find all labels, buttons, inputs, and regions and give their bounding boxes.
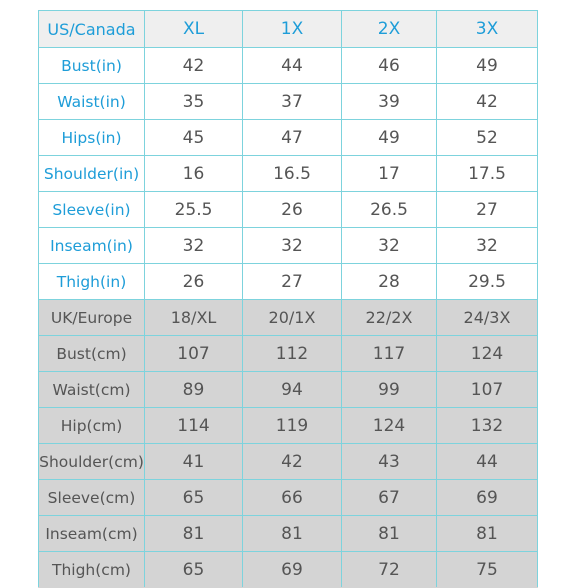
table-row-inseam-in: Inseam(in) 32 32 32 32	[38, 227, 538, 264]
measurement-value: 28	[341, 263, 437, 300]
size-header-cell: 18/XL	[144, 299, 243, 336]
measurement-label: Inseam(cm)	[38, 515, 145, 552]
measurement-value: 16	[144, 155, 243, 192]
size-header-cell: 24/3X	[436, 299, 538, 336]
measurement-value: 65	[144, 479, 243, 516]
size-chart-table: US/Canada XL 1X 2X 3X Bust(in) 42 44 46 …	[38, 10, 538, 588]
us-canada-label: US/Canada	[38, 10, 145, 48]
measurement-value: 94	[242, 371, 342, 408]
measurement-value: 17	[341, 155, 437, 192]
size-header-cell: XL	[144, 10, 243, 48]
table-row-hips-in: Hips(in) 45 47 49 52	[38, 119, 538, 156]
measurement-value: 66	[242, 479, 342, 516]
measurement-value: 119	[242, 407, 342, 444]
table-row-bust-cm: Bust(cm) 107 112 117 124	[38, 335, 538, 372]
measurement-value: 65	[144, 551, 243, 588]
measurement-value: 32	[242, 227, 342, 264]
measurement-value: 67	[341, 479, 437, 516]
measurement-value: 49	[341, 119, 437, 156]
measurement-value: 29.5	[436, 263, 538, 300]
measurement-value: 32	[341, 227, 437, 264]
measurement-value: 69	[242, 551, 342, 588]
measurement-value: 124	[436, 335, 538, 372]
measurement-value: 25.5	[144, 191, 243, 228]
size-header-cell: 1X	[242, 10, 342, 48]
measurement-label: Bust(cm)	[38, 335, 145, 372]
measurement-label: Thigh(cm)	[38, 551, 145, 588]
measurement-value: 16.5	[242, 155, 342, 192]
us-canada-header-row: US/Canada XL 1X 2X 3X	[38, 10, 538, 48]
measurement-label: Sleeve(cm)	[38, 479, 145, 516]
measurement-value: 27	[242, 263, 342, 300]
measurement-label: Bust(in)	[38, 47, 145, 84]
size-header-cell: 2X	[341, 10, 437, 48]
measurement-label: Thigh(in)	[38, 263, 145, 300]
measurement-value: 26.5	[341, 191, 437, 228]
table-row-thigh-in: Thigh(in) 26 27 28 29.5	[38, 263, 538, 300]
measurement-value: 124	[341, 407, 437, 444]
measurement-label: Shoulder(cm)	[38, 443, 145, 480]
measurement-value: 112	[242, 335, 342, 372]
table-row-waist-in: Waist(in) 35 37 39 42	[38, 83, 538, 120]
measurement-value: 44	[436, 443, 538, 480]
measurement-label: Sleeve(in)	[38, 191, 145, 228]
measurement-value: 114	[144, 407, 243, 444]
measurement-value: 47	[242, 119, 342, 156]
measurement-value: 37	[242, 83, 342, 120]
measurement-value: 46	[341, 47, 437, 84]
measurement-value: 107	[436, 371, 538, 408]
table-row-thigh-cm: Thigh(cm) 65 69 72 75	[38, 551, 538, 588]
measurement-value: 69	[436, 479, 538, 516]
measurement-value: 45	[144, 119, 243, 156]
table-row-shoulder-cm: Shoulder(cm) 41 42 43 44	[38, 443, 538, 480]
measurement-value: 43	[341, 443, 437, 480]
measurement-value: 44	[242, 47, 342, 84]
table-row-waist-cm: Waist(cm) 89 94 99 107	[38, 371, 538, 408]
table-row-inseam-cm: Inseam(cm) 81 81 81 81	[38, 515, 538, 552]
measurement-value: 17.5	[436, 155, 538, 192]
measurement-label: Inseam(in)	[38, 227, 145, 264]
measurement-value: 42	[144, 47, 243, 84]
measurement-value: 81	[341, 515, 437, 552]
measurement-value: 35	[144, 83, 243, 120]
table-row-sleeve-cm: Sleeve(cm) 65 66 67 69	[38, 479, 538, 516]
measurement-value: 41	[144, 443, 243, 480]
measurement-value: 42	[242, 443, 342, 480]
measurement-value: 132	[436, 407, 538, 444]
size-header-cell: 22/2X	[341, 299, 437, 336]
table-row-shoulder-in: Shoulder(in) 16 16.5 17 17.5	[38, 155, 538, 192]
measurement-value: 42	[436, 83, 538, 120]
measurement-value: 39	[341, 83, 437, 120]
measurement-label: Waist(cm)	[38, 371, 145, 408]
table-row-bust-in: Bust(in) 42 44 46 49	[38, 47, 538, 84]
measurement-value: 89	[144, 371, 243, 408]
measurement-value: 81	[436, 515, 538, 552]
measurement-label: Waist(in)	[38, 83, 145, 120]
measurement-value: 52	[436, 119, 538, 156]
measurement-value: 81	[144, 515, 243, 552]
uk-europe-header-row: UK/Europe 18/XL 20/1X 22/2X 24/3X	[38, 299, 538, 336]
measurement-label: Shoulder(in)	[38, 155, 145, 192]
table-row-sleeve-in: Sleeve(in) 25.5 26 26.5 27	[38, 191, 538, 228]
uk-europe-label: UK/Europe	[38, 299, 145, 336]
measurement-value: 107	[144, 335, 243, 372]
measurement-value: 32	[144, 227, 243, 264]
measurement-value: 117	[341, 335, 437, 372]
measurement-value: 99	[341, 371, 437, 408]
table-row-hip-cm: Hip(cm) 114 119 124 132	[38, 407, 538, 444]
measurement-value: 26	[144, 263, 243, 300]
measurement-label: Hips(in)	[38, 119, 145, 156]
measurement-value: 27	[436, 191, 538, 228]
measurement-value: 75	[436, 551, 538, 588]
measurement-label: Hip(cm)	[38, 407, 145, 444]
measurement-value: 26	[242, 191, 342, 228]
size-header-cell: 20/1X	[242, 299, 342, 336]
measurement-value: 32	[436, 227, 538, 264]
size-header-cell: 3X	[436, 10, 538, 48]
measurement-value: 72	[341, 551, 437, 588]
measurement-value: 49	[436, 47, 538, 84]
measurement-value: 81	[242, 515, 342, 552]
